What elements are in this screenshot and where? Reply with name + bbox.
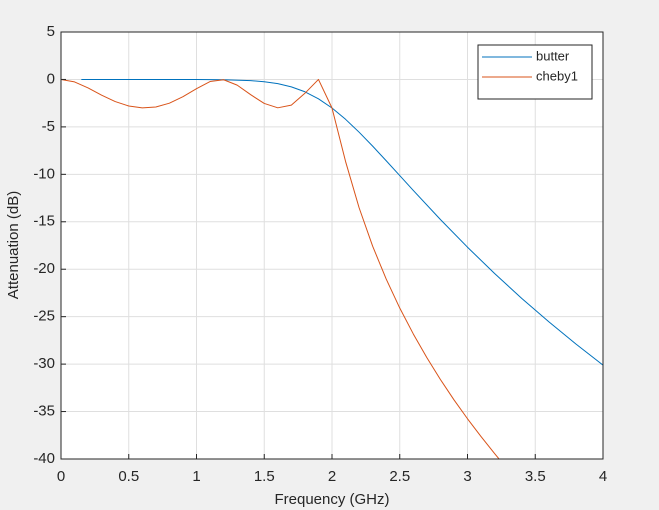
- y-tick-label: -10: [33, 165, 55, 182]
- x-tick-label: 1.5: [254, 468, 275, 485]
- series-line: [81, 78, 603, 366]
- y-tick-label: 5: [47, 23, 55, 40]
- y-tick-label: 0: [47, 70, 55, 87]
- y-tick-label: -20: [33, 260, 55, 277]
- legend-box: [477, 44, 593, 100]
- y-axis-label: Attenuation (dB): [5, 191, 22, 299]
- y-tick-label: -5: [42, 118, 55, 135]
- y-tick-label: -30: [33, 355, 55, 372]
- y-tick-label: -25: [33, 308, 55, 325]
- x-tick-label: 3.5: [525, 468, 546, 485]
- x-tick-label: 1: [192, 468, 200, 485]
- x-tick-label: 2: [328, 468, 336, 485]
- legend-label: butter: [536, 48, 570, 63]
- x-axis-label: Frequency (GHz): [274, 491, 389, 508]
- y-tick-label: -35: [33, 403, 55, 420]
- series-line: [61, 78, 500, 459]
- x-tick-label: 0: [57, 468, 65, 485]
- y-tick-label: -40: [33, 450, 55, 467]
- x-tick-label: 2.5: [389, 468, 410, 485]
- x-tick-label: 4: [599, 468, 607, 485]
- x-tick-label: 3: [463, 468, 471, 485]
- legend-label: cheby1: [536, 68, 578, 83]
- y-tick-label: -15: [33, 213, 55, 230]
- x-tick-label: 0.5: [118, 468, 139, 485]
